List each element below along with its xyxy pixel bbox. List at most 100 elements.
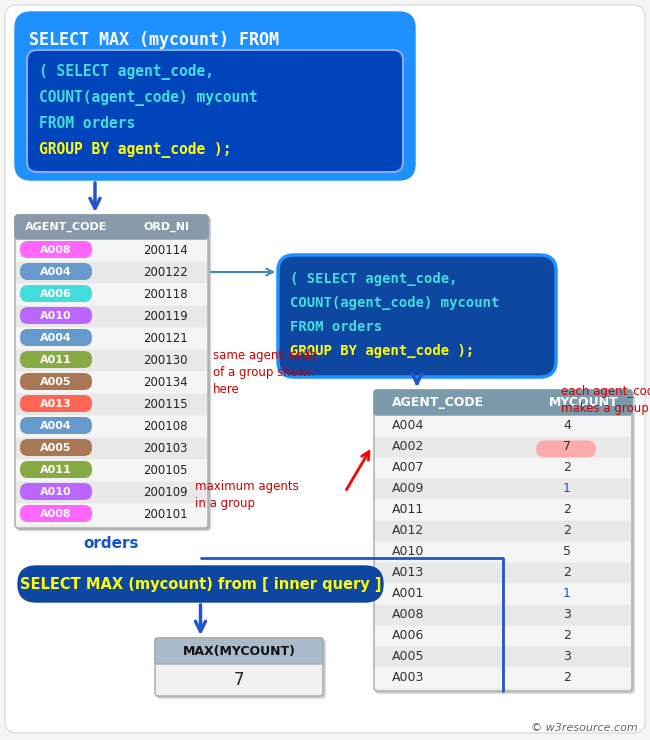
- Text: 200101: 200101: [143, 508, 188, 520]
- Text: 200115: 200115: [143, 397, 188, 411]
- Text: A013: A013: [40, 399, 72, 409]
- Text: AGENT_CODE: AGENT_CODE: [392, 396, 484, 409]
- Bar: [375, 479, 631, 499]
- Bar: [16, 372, 207, 393]
- Text: A008: A008: [40, 245, 72, 255]
- Text: 200134: 200134: [143, 375, 188, 388]
- FancyBboxPatch shape: [20, 241, 92, 258]
- Text: A002: A002: [392, 440, 424, 453]
- Bar: [375, 437, 631, 457]
- Text: 1: 1: [563, 482, 571, 495]
- Text: 4: 4: [563, 419, 571, 432]
- Text: 7: 7: [234, 671, 244, 689]
- Text: same agent_code
of a group shown
here: same agent_code of a group shown here: [213, 349, 317, 396]
- FancyBboxPatch shape: [374, 390, 632, 415]
- Bar: [16, 262, 207, 283]
- Text: COUNT(agent_code) mycount: COUNT(agent_code) mycount: [39, 90, 258, 106]
- FancyBboxPatch shape: [155, 638, 323, 664]
- FancyBboxPatch shape: [155, 638, 323, 696]
- Text: A005: A005: [40, 443, 72, 453]
- Bar: [16, 350, 207, 371]
- Text: A009: A009: [392, 482, 424, 495]
- Text: 200103: 200103: [143, 442, 187, 454]
- FancyBboxPatch shape: [27, 50, 403, 172]
- Text: A011: A011: [40, 465, 72, 475]
- FancyBboxPatch shape: [17, 217, 210, 530]
- Text: 2: 2: [563, 503, 571, 516]
- Text: A004: A004: [40, 267, 72, 277]
- FancyBboxPatch shape: [536, 440, 596, 457]
- Text: 200119: 200119: [143, 309, 188, 323]
- Text: 5: 5: [563, 545, 571, 558]
- Text: each agent_code
makes a group here: each agent_code makes a group here: [561, 385, 650, 415]
- Text: SELECT MAX (mycount) FROM: SELECT MAX (mycount) FROM: [29, 31, 279, 49]
- Text: A006: A006: [40, 289, 72, 299]
- Bar: [375, 584, 631, 604]
- FancyBboxPatch shape: [20, 329, 92, 346]
- Bar: [16, 240, 207, 261]
- Text: 200114: 200114: [143, 243, 188, 257]
- Text: © w3resource.com: © w3resource.com: [531, 723, 638, 733]
- Bar: [375, 626, 631, 646]
- Text: GROUP BY agent_code );: GROUP BY agent_code );: [290, 344, 474, 358]
- Bar: [375, 500, 631, 520]
- Text: A004: A004: [40, 333, 72, 343]
- Bar: [16, 482, 207, 503]
- Text: A005: A005: [392, 650, 424, 663]
- Text: 3: 3: [563, 650, 571, 663]
- Bar: [375, 563, 631, 583]
- FancyBboxPatch shape: [20, 461, 92, 478]
- FancyBboxPatch shape: [15, 215, 208, 528]
- Text: 2: 2: [563, 524, 571, 537]
- Text: 2: 2: [563, 461, 571, 474]
- Bar: [16, 416, 207, 437]
- Bar: [375, 605, 631, 625]
- Text: orders: orders: [84, 536, 139, 551]
- Text: 2: 2: [563, 629, 571, 642]
- Text: 200109: 200109: [143, 485, 188, 499]
- Text: MYCOUNT: MYCOUNT: [549, 396, 619, 409]
- FancyBboxPatch shape: [20, 285, 92, 302]
- Bar: [16, 284, 207, 305]
- Text: COUNT(agent_code) mycount: COUNT(agent_code) mycount: [290, 296, 499, 310]
- FancyBboxPatch shape: [20, 307, 92, 324]
- Text: AGENT_CODE: AGENT_CODE: [25, 222, 107, 232]
- Text: ( SELECT agent_code,: ( SELECT agent_code,: [39, 64, 214, 80]
- Text: A008: A008: [40, 509, 72, 519]
- Text: A008: A008: [392, 608, 424, 621]
- Text: GROUP BY agent_code );: GROUP BY agent_code );: [39, 142, 231, 158]
- FancyBboxPatch shape: [374, 390, 632, 691]
- Text: ( SELECT agent_code,: ( SELECT agent_code,: [290, 272, 458, 286]
- Text: A012: A012: [392, 524, 424, 537]
- FancyBboxPatch shape: [18, 566, 383, 602]
- Text: 200105: 200105: [143, 463, 187, 477]
- Text: A004: A004: [392, 419, 424, 432]
- Text: 200130: 200130: [143, 354, 187, 366]
- Bar: [375, 458, 631, 478]
- Bar: [16, 460, 207, 481]
- Text: A011: A011: [40, 355, 72, 365]
- FancyBboxPatch shape: [20, 505, 92, 522]
- Text: 2: 2: [563, 671, 571, 684]
- FancyBboxPatch shape: [20, 263, 92, 280]
- Text: A001: A001: [392, 587, 424, 600]
- Text: FROM orders: FROM orders: [290, 320, 382, 334]
- Text: 200118: 200118: [143, 288, 188, 300]
- FancyBboxPatch shape: [20, 351, 92, 368]
- Bar: [375, 542, 631, 562]
- Bar: [16, 438, 207, 459]
- Text: A013: A013: [392, 566, 424, 579]
- FancyBboxPatch shape: [15, 12, 415, 180]
- Text: 200121: 200121: [143, 332, 188, 345]
- Text: 200108: 200108: [143, 420, 187, 432]
- Text: A010: A010: [40, 311, 72, 321]
- FancyBboxPatch shape: [20, 395, 92, 412]
- Text: 3: 3: [563, 608, 571, 621]
- Bar: [375, 668, 631, 688]
- Text: 1: 1: [563, 587, 571, 600]
- FancyBboxPatch shape: [20, 417, 92, 434]
- Text: A003: A003: [392, 671, 424, 684]
- FancyBboxPatch shape: [5, 5, 645, 733]
- Text: FROM orders: FROM orders: [39, 116, 135, 132]
- Bar: [375, 647, 631, 667]
